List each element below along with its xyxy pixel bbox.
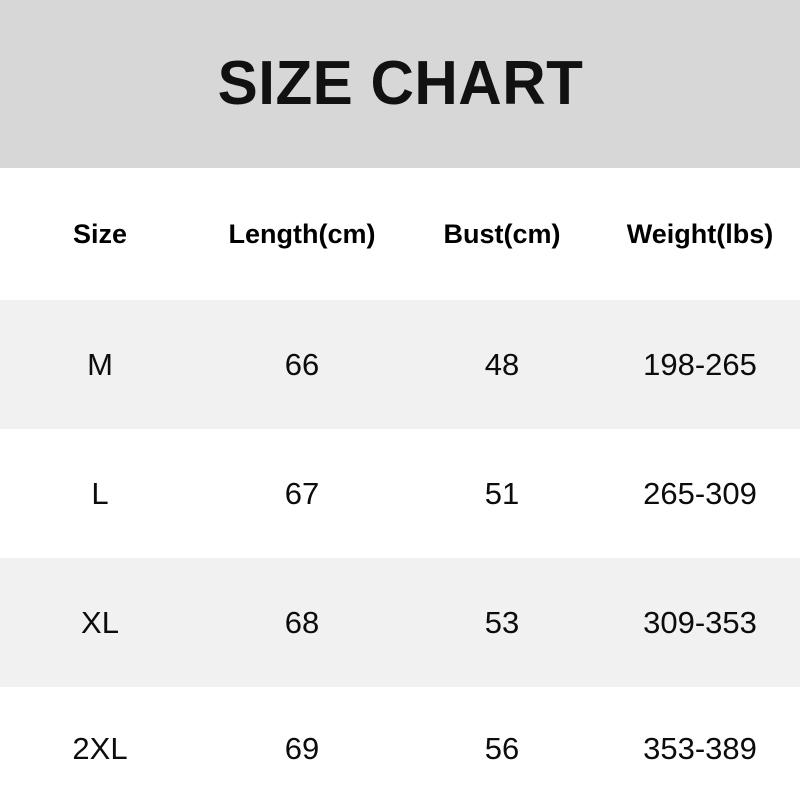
cell-weight: 309-353 — [643, 604, 757, 640]
table-row: M 66 48 198-265 — [0, 300, 800, 429]
cell-bust: 53 — [484, 604, 520, 640]
column-header-length: Length(cm) — [228, 218, 376, 249]
column-header-weight: Weight(lbs) — [626, 218, 774, 249]
cell-weight: 198-265 — [643, 346, 757, 382]
title-banner: SIZE CHART — [0, 0, 800, 168]
size-chart-table: Size Length(cm) Bust(cm) Weight(lbs) M 6… — [0, 168, 800, 801]
cell-length: 69 — [284, 731, 320, 766]
table-row: L 67 51 265-309 — [0, 429, 800, 558]
cell-bust: 51 — [484, 475, 520, 511]
cell-bust: 56 — [484, 731, 520, 766]
cell-size: XL — [81, 604, 119, 640]
cell-size: L — [91, 475, 109, 511]
cell-size: 2XL — [72, 731, 128, 766]
cell-weight: 353-389 — [643, 731, 757, 766]
table-row: 2XL 69 56 353-389 — [0, 687, 800, 801]
cell-length: 67 — [284, 475, 320, 511]
cell-length: 66 — [284, 346, 320, 382]
table-row: XL 68 53 309-353 — [0, 558, 800, 687]
cell-bust: 48 — [484, 346, 520, 382]
table-header-row: Size Length(cm) Bust(cm) Weight(lbs) — [0, 168, 800, 300]
cell-weight: 265-309 — [643, 475, 757, 511]
column-header-size: Size — [72, 218, 128, 249]
column-header-bust: Bust(cm) — [443, 218, 561, 249]
page-title: SIZE CHART — [217, 49, 583, 118]
cell-length: 68 — [284, 604, 320, 640]
cell-size: M — [87, 346, 113, 382]
